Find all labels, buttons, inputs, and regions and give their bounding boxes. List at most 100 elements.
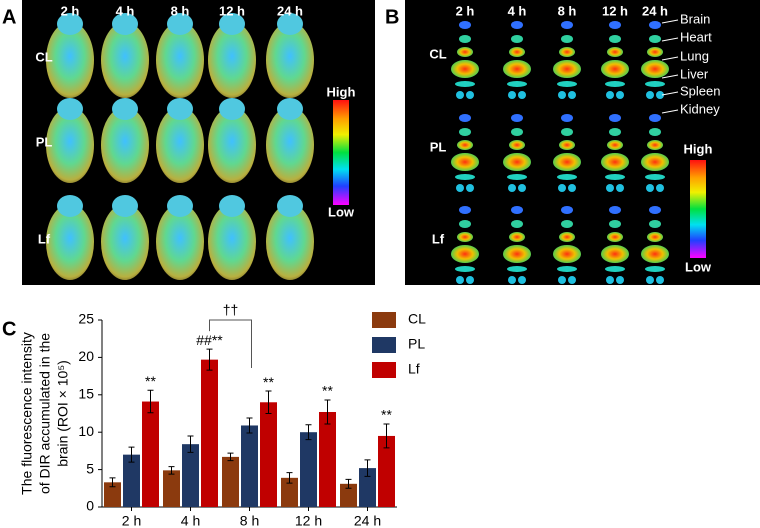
x-tick-label: 24 h	[354, 513, 381, 528]
error-bar	[246, 417, 253, 434]
organ	[568, 91, 576, 99]
leader-line	[661, 74, 679, 79]
legend-swatch	[372, 362, 396, 378]
organ	[503, 60, 531, 78]
organ	[649, 114, 661, 122]
mouse-head	[57, 195, 83, 217]
bracket	[209, 319, 252, 368]
organ	[641, 245, 669, 263]
organ	[607, 47, 623, 57]
organ	[518, 184, 526, 192]
bar	[163, 470, 180, 507]
organ	[558, 91, 566, 99]
scale-high: High	[327, 84, 356, 99]
scale-high: High	[684, 141, 713, 156]
error-bar	[128, 446, 135, 463]
organ	[558, 276, 566, 284]
legend-label: PL	[408, 336, 425, 352]
organ	[561, 128, 573, 136]
organ	[601, 245, 629, 263]
organ-label: Spleen	[680, 83, 720, 98]
organ	[459, 220, 471, 228]
error-bar	[345, 478, 352, 489]
organ	[647, 47, 663, 57]
leader-line	[661, 109, 679, 114]
bar	[340, 483, 357, 507]
significance-label: **	[322, 383, 333, 399]
organ	[459, 128, 471, 136]
organ	[606, 91, 614, 99]
mouse-image	[156, 22, 204, 98]
y-tick-label: 5	[86, 460, 94, 476]
scale-low: Low	[328, 204, 355, 219]
organ	[561, 21, 573, 29]
organ	[509, 232, 525, 242]
organ	[649, 128, 661, 136]
mouse-image	[101, 204, 149, 280]
bar	[201, 359, 218, 507]
y-axis-label: The fluorescence intensity	[19, 332, 35, 495]
organ	[553, 153, 581, 171]
organ	[459, 35, 471, 43]
organ	[649, 35, 661, 43]
organ	[456, 184, 464, 192]
organ	[508, 91, 516, 99]
x-tick-label: 2 h	[122, 513, 141, 528]
x-tick-label: 12 h	[295, 513, 322, 528]
organ-label: Lung	[680, 48, 709, 63]
organ	[649, 220, 661, 228]
organ	[605, 266, 625, 272]
mouse-head	[57, 98, 83, 120]
y-tick-label: 10	[78, 423, 94, 439]
leader-line	[661, 37, 679, 42]
organ	[557, 266, 577, 272]
organ	[645, 174, 665, 180]
organ	[466, 276, 474, 284]
mouse-image	[266, 107, 314, 183]
y-tick-label: 20	[78, 348, 94, 364]
organ	[507, 174, 527, 180]
mouse-image	[208, 22, 256, 98]
mouse-image	[101, 107, 149, 183]
organ	[459, 114, 471, 122]
mouse-head	[219, 13, 245, 35]
organ	[609, 114, 621, 122]
organ	[646, 184, 654, 192]
organ	[646, 276, 654, 284]
organ	[508, 276, 516, 284]
organ	[559, 232, 575, 242]
x-tick-label: 4 h	[181, 513, 200, 528]
organ	[607, 140, 623, 150]
organ	[518, 91, 526, 99]
organ	[553, 60, 581, 78]
leader-line	[661, 91, 679, 96]
organ-label: Kidney	[680, 101, 720, 116]
organ	[616, 276, 624, 284]
bar	[142, 401, 159, 507]
y-axis-label: brain (ROI × 10⁵)	[55, 360, 71, 467]
organ	[561, 114, 573, 122]
organ	[568, 276, 576, 284]
panel-letter: A	[2, 6, 16, 28]
group-label: PL	[430, 139, 447, 154]
organ	[456, 91, 464, 99]
time-label: 4 h	[116, 3, 135, 18]
y-tick-label: 15	[78, 386, 94, 402]
organ	[503, 245, 531, 263]
mouse-image	[208, 204, 256, 280]
organ	[601, 60, 629, 78]
group-label: CL	[429, 46, 446, 61]
organ	[451, 245, 479, 263]
bar	[123, 454, 140, 507]
organ	[641, 153, 669, 171]
mouse-image	[46, 107, 94, 183]
organ	[511, 114, 523, 122]
organ	[557, 81, 577, 87]
error-bar	[147, 389, 154, 414]
mouse-head	[167, 98, 193, 120]
organ	[609, 35, 621, 43]
organ	[568, 184, 576, 192]
mouse-head	[277, 98, 303, 120]
organ	[656, 91, 664, 99]
